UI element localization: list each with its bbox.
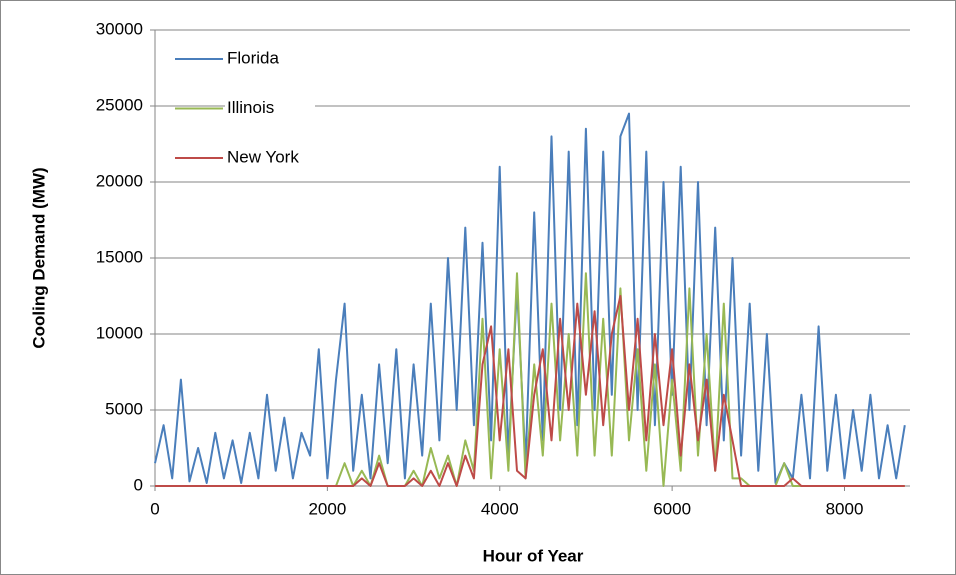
x-tick-label: 6000	[653, 499, 691, 518]
y-tick-label: 20000	[96, 171, 143, 190]
x-tick-label: 8000	[826, 499, 864, 518]
legend-background	[225, 47, 315, 71]
y-tick-label: 0	[134, 475, 143, 494]
x-tick-label: 4000	[481, 499, 519, 518]
y-axis-label: Cooling Demand (MW)	[29, 167, 48, 348]
y-tick-label: 10000	[96, 323, 143, 342]
legend-background	[225, 146, 315, 170]
x-tick-label: 0	[150, 499, 159, 518]
y-tick-label: 5000	[105, 399, 143, 418]
series-line	[155, 295, 905, 487]
x-tick-label: 2000	[308, 499, 346, 518]
legend-label: New York	[227, 147, 299, 166]
y-tick-label: 15000	[96, 247, 143, 266]
y-tick-label: 30000	[96, 19, 143, 38]
legend-label: Florida	[227, 48, 280, 67]
y-tick-label: 25000	[96, 95, 143, 114]
x-axis-label: Hour of Year	[483, 546, 584, 565]
legend-label: Illinois	[227, 98, 274, 117]
legend-background	[225, 96, 315, 121]
